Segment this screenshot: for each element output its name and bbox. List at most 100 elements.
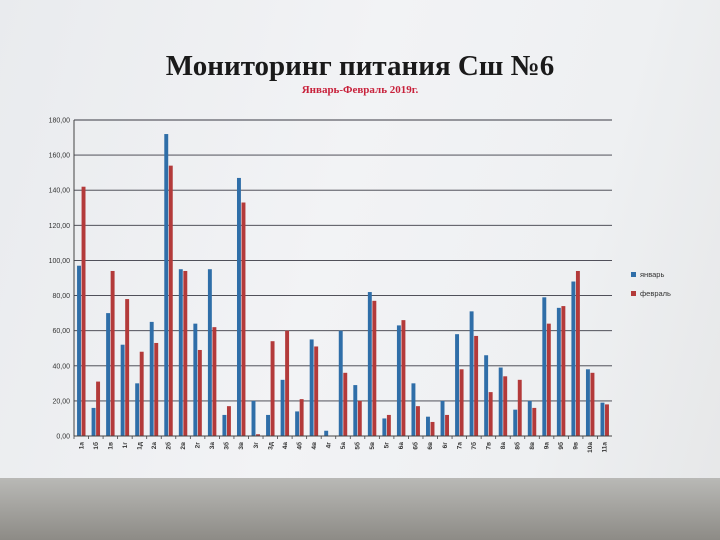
bar-january xyxy=(498,367,503,436)
bar-january xyxy=(295,411,300,436)
bar-february xyxy=(590,372,595,436)
bar-january xyxy=(353,385,358,436)
bar-february xyxy=(270,341,275,436)
bar-january xyxy=(164,134,169,437)
bar-february xyxy=(416,406,420,436)
bar-january xyxy=(469,311,474,436)
x-tick-label: 3в xyxy=(238,442,245,450)
x-tick-label: 2б xyxy=(165,442,173,450)
bar-january xyxy=(585,369,590,436)
x-tick-label: 9в xyxy=(573,442,580,450)
x-tick-label: 4б xyxy=(295,442,303,450)
x-tick-label: 4г xyxy=(325,442,332,449)
bar-january xyxy=(455,334,460,436)
bar-january xyxy=(382,418,387,436)
bar-january xyxy=(207,269,212,436)
axes xyxy=(73,120,612,439)
x-tick-label: 4а xyxy=(282,442,289,450)
x-tick-label: 2г xyxy=(195,442,202,449)
bar-january xyxy=(527,400,532,436)
x-axis-ticks: 1а 1б 1в 1г 1д 2а 2б 2в 2г 3а 3б 3в 3г 3д 4а 4б 4в 4г 5а 5б… xyxy=(78,442,608,453)
bar-january xyxy=(178,269,183,436)
bar-february xyxy=(81,186,86,436)
bar-february xyxy=(445,414,450,436)
x-tick-label: 7б xyxy=(470,442,478,450)
x-tick-label: 1д xyxy=(136,442,143,450)
y-tick-label: 0,00 xyxy=(56,434,70,441)
bar-january xyxy=(513,409,518,436)
bar-january xyxy=(600,402,605,436)
bar-february xyxy=(299,399,304,436)
bar-january xyxy=(426,416,430,436)
bar-january xyxy=(440,400,445,436)
x-tick-label: 8в xyxy=(529,442,536,450)
y-tick-label: 160,00 xyxy=(49,153,71,160)
y-tick-label: 120,00 xyxy=(49,223,71,230)
bar-january xyxy=(135,383,140,436)
legend-label: февраль xyxy=(640,289,671,298)
bar-february xyxy=(488,392,493,436)
bar-february xyxy=(285,330,290,436)
x-tick-label: 3д xyxy=(267,442,274,450)
legend-swatch xyxy=(631,291,636,296)
bar-january xyxy=(556,307,561,436)
bar-january xyxy=(149,321,154,436)
x-tick-label: 1г xyxy=(122,442,129,449)
bar-february xyxy=(96,381,101,436)
bar-february xyxy=(256,434,260,436)
y-tick-label: 80,00 xyxy=(52,293,70,300)
y-tick-label: 20,00 xyxy=(52,398,70,405)
table-surface xyxy=(0,478,720,540)
bar-february xyxy=(430,421,435,436)
bar-january xyxy=(91,407,96,436)
x-tick-label: 8б xyxy=(513,442,521,450)
bar-january xyxy=(571,281,576,436)
x-tick-label: 5в xyxy=(369,442,376,450)
bar-january xyxy=(251,400,256,436)
bar-january xyxy=(309,339,314,436)
bar-february xyxy=(154,342,159,436)
bar-february xyxy=(197,349,202,436)
bar-january xyxy=(280,379,285,436)
y-tick-label: 140,00 xyxy=(49,188,71,195)
bar-february xyxy=(474,335,479,436)
x-tick-label: 6а xyxy=(398,442,405,450)
x-tick-label: 6г xyxy=(442,442,449,449)
bar-february xyxy=(575,270,580,436)
bar-february xyxy=(503,376,508,436)
x-tick-label: 9б xyxy=(557,442,565,450)
bar-january xyxy=(367,292,372,436)
bar-january xyxy=(411,383,416,436)
legend-swatch xyxy=(631,272,636,277)
bar-january xyxy=(120,344,125,436)
x-tick-label: 5а xyxy=(340,442,347,450)
x-tick-label: 4в xyxy=(311,442,318,450)
bar-february xyxy=(110,270,115,436)
bar-february xyxy=(517,379,522,436)
bar-february xyxy=(139,351,144,436)
bar-january xyxy=(266,414,270,436)
x-tick-label: 1а xyxy=(78,442,85,450)
bar-january xyxy=(222,414,227,436)
chart-subtitle: Январь-Февраль 2019г. xyxy=(301,84,419,96)
x-tick-label: 3б xyxy=(223,442,231,450)
bar-february xyxy=(212,327,217,436)
x-tick-label: 3а xyxy=(209,442,216,450)
bar-january xyxy=(324,430,329,436)
x-tick-label: 7а xyxy=(456,442,463,450)
bar-february xyxy=(343,372,348,436)
y-tick-label: 180,00 xyxy=(49,118,71,125)
bar-january xyxy=(106,313,111,436)
bar-february xyxy=(314,346,319,436)
bar-february xyxy=(546,323,551,436)
x-tick-label: 8а xyxy=(500,442,507,450)
y-axis-ticks: 0,00 20,00 40,00 60,00 80,00 100,00 120,00 140,… xyxy=(49,118,71,441)
bar-february xyxy=(386,414,391,436)
x-tick-label: 2в xyxy=(180,442,187,450)
x-tick-label: 6б xyxy=(412,442,420,450)
bar-february xyxy=(226,406,231,436)
y-tick-label: 100,00 xyxy=(49,258,71,265)
bar-february xyxy=(605,404,609,436)
